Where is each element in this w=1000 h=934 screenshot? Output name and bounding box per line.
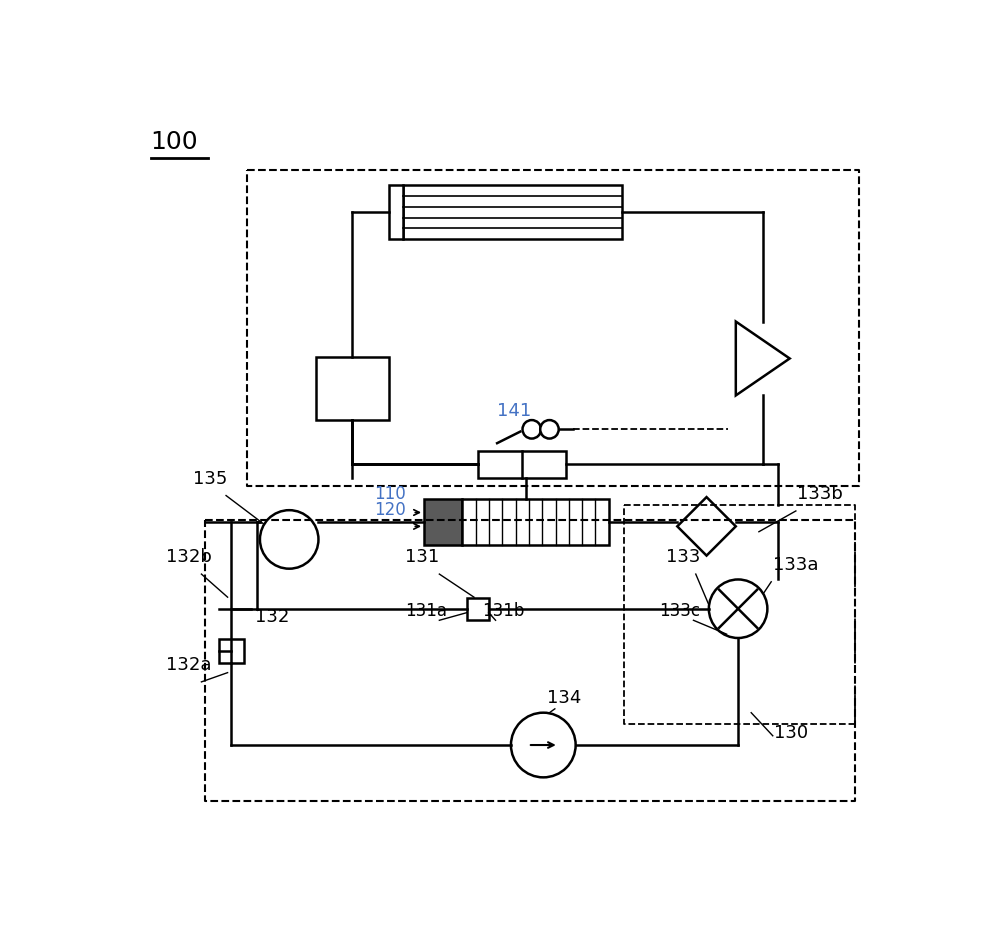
Text: 135: 135 [193,470,227,488]
Text: 120: 120 [374,501,406,518]
Text: 133c: 133c [659,602,700,620]
Text: 132a: 132a [166,657,212,674]
Text: 131a: 131a [405,602,447,620]
Bar [219,639,244,663]
Text: 133b: 133b [797,486,843,503]
Text: 130: 130 [774,724,808,742]
Text: 132: 132 [255,608,289,627]
Circle shape [260,510,318,569]
Text: 131: 131 [405,548,439,566]
Bar [389,185,403,239]
Bar [478,451,566,478]
Bar [424,500,462,545]
Text: 131b: 131b [482,602,524,620]
Circle shape [709,579,767,638]
Bar [316,357,389,420]
Bar [467,598,489,619]
Bar [462,500,609,545]
Circle shape [540,420,559,439]
Text: 133: 133 [666,548,701,566]
Circle shape [511,713,576,777]
Text: 110: 110 [374,486,406,503]
Bar [403,185,622,239]
Text: 133a: 133a [773,556,818,574]
Polygon shape [677,497,736,556]
Polygon shape [736,321,790,395]
Circle shape [523,420,541,439]
Text: 132b: 132b [166,548,212,566]
Text: 141: 141 [497,402,531,420]
Text: 134: 134 [547,688,582,706]
Text: 100: 100 [151,131,198,154]
